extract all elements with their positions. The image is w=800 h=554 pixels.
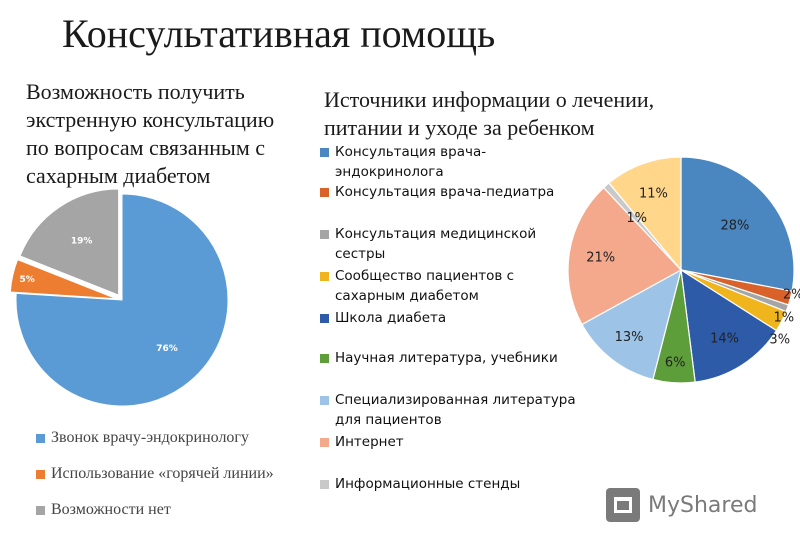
right-slice-0 (680, 156, 795, 292)
right-data-label-8: 1% (626, 211, 647, 226)
right-slice-6 (581, 268, 682, 381)
right-legend-swatch-2 (320, 230, 329, 239)
left-legend-swatch-2 (36, 505, 45, 515)
right-legend-swatch-0 (320, 148, 329, 157)
right-data-label-2: 1% (774, 310, 795, 325)
right-legend-label-1: Консультация врача-педиатра (335, 184, 555, 200)
right-legend-item-7: Интернет (320, 432, 580, 452)
left-legend-swatch-0 (36, 433, 45, 443)
right-legend-item-3: Сообщество пациентов с сахарным диабетом (320, 266, 580, 306)
right-legend-swatch-1 (320, 188, 329, 197)
right-data-label-1: 2% (783, 287, 800, 302)
watermark: MyShared (606, 488, 757, 522)
right-legend-label-3: Сообщество пациентов с сахарным диабетом (335, 268, 515, 304)
left-chart-legend: Звонок врачу-эндокринологу Использование … (36, 420, 336, 528)
watermark-text: MyShared (648, 492, 758, 518)
right-legend-label-4: Школа диабета (335, 310, 447, 326)
right-legend-item-5: Научная литература, учебники (320, 348, 580, 368)
right-data-label-5: 6% (665, 355, 686, 370)
left-slice-1 (9, 259, 117, 300)
right-legend-swatch-3 (320, 272, 329, 281)
right-legend-item-4: Школа диабета (320, 308, 580, 328)
right-data-label-0: 28% (721, 218, 750, 233)
right-legend-label-5: Научная литература, учебники (335, 350, 558, 366)
left-data-label-0: 76% (156, 344, 178, 354)
left-data-label-2: 19% (71, 237, 93, 247)
right-data-label-9: 11% (639, 186, 668, 201)
right-legend-swatch-5 (320, 354, 329, 363)
right-data-label-7: 21% (586, 250, 615, 265)
right-legend-swatch-6 (320, 396, 329, 405)
left-legend-label-2: Возможности нет (51, 501, 171, 518)
right-legend-item-2: Консультация медицинской сестры (320, 224, 580, 264)
right-legend-swatch-8 (320, 480, 329, 489)
right-slice-9 (608, 156, 682, 272)
left-data-label-1: 5% (20, 275, 35, 285)
right-legend-item-6: Специализированная литература для пациен… (320, 390, 580, 430)
right-data-label-3: 3% (769, 332, 790, 347)
myshared-logo-icon (606, 488, 640, 522)
left-legend-label-0: Звонок врачу-эндокринологу (51, 429, 249, 446)
right-data-label-6: 13% (615, 330, 644, 345)
right-chart-title: Источники информации о лечении, питании … (324, 87, 655, 140)
right-slice-7 (567, 186, 682, 326)
left-legend-item-1: Использование «горячей линии» (36, 456, 336, 492)
right-legend-item-0: Консультация врача-эндокринолога (320, 142, 580, 182)
left-slice-0 (15, 193, 229, 407)
left-legend-label-1: Использование «горячей линии» (51, 465, 274, 482)
right-legend-item-8: Информационные стенды (320, 474, 580, 494)
right-legend-swatch-4 (320, 314, 329, 323)
right-legend-swatch-7 (320, 438, 329, 447)
right-legend-label-6: Специализированная литература для пациен… (335, 392, 576, 428)
left-slice-2 (19, 188, 120, 296)
right-legend-label-0: Консультация врача-эндокринолога (335, 144, 487, 180)
left-chart-title: Возможность получить экстренную консульт… (26, 79, 275, 188)
page-title: Консультативная помощь (62, 11, 496, 56)
right-data-label-4: 14% (710, 332, 739, 347)
left-legend-item-0: Звонок врачу-эндокринологу (36, 420, 336, 456)
right-slice-4 (680, 268, 778, 383)
right-legend-item-1: Консультация врача-педиатра (320, 182, 580, 202)
right-legend-label-7: Интернет (335, 434, 404, 450)
left-legend-item-2: Возможности нет (36, 492, 336, 528)
right-legend-label-8: Информационные стенды (335, 476, 521, 492)
left-legend-swatch-1 (36, 469, 45, 479)
right-legend-label-2: Консультация медицинской сестры (335, 226, 537, 262)
